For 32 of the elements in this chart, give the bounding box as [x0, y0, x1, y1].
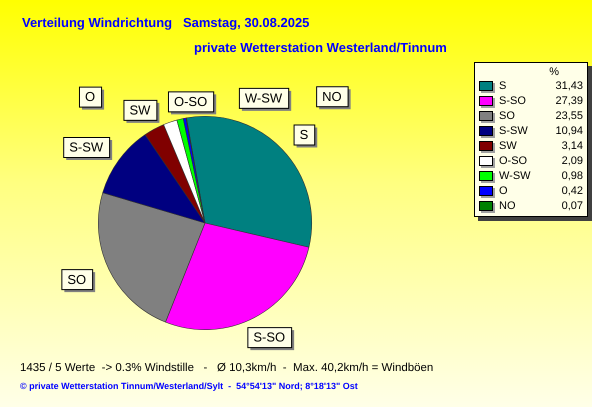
data-label: 23,55	[555, 110, 583, 122]
legend-label: O	[499, 184, 509, 196]
category-label: W-SW	[244, 90, 282, 106]
chart-title: Verteilung Windrichtung Samstag, 30.08.2025	[22, 15, 310, 30]
data-label: 3,14	[562, 140, 583, 152]
chart-subtitle: private Wetterstation Westerland/Tinnum	[194, 40, 447, 55]
slice-label: SO	[67, 272, 86, 287]
data-label: 10,94	[555, 124, 583, 136]
legend-title: %	[548, 66, 560, 78]
data-label: 0,98	[562, 170, 583, 182]
legend-label: W-SW	[499, 170, 532, 182]
legend-label: SW	[499, 140, 518, 152]
text: 1435 / 5 Werte -> 0.3% Windstille - Ø 10,3km/h - Max. 40,2km/h = Windböen	[20, 362, 434, 374]
legend-label: S-SO	[499, 94, 527, 106]
text: © private Wetterstation Tinnum/Westerland/Sylt - 54°54'13" Nord; 8°18'13" Ost	[20, 381, 358, 391]
legend-label: O-SO	[499, 154, 528, 166]
category-label: O-SO	[174, 94, 208, 109]
legend-label: NO	[499, 200, 516, 212]
data-label: 0,07	[562, 200, 583, 212]
data-label: 0,42	[562, 184, 583, 196]
data-label: 31,43	[555, 80, 583, 92]
data-label: 27,39	[555, 94, 583, 106]
legend-label: S	[499, 80, 508, 92]
slice-label: SW	[129, 102, 152, 118]
category-label: O	[84, 89, 96, 104]
slice-label: S-SW	[69, 140, 104, 155]
category-label: NO	[322, 88, 342, 104]
legend-label: S-SW	[499, 124, 529, 136]
slice-label: S-SO	[253, 330, 286, 345]
data-label: 2,09	[562, 154, 583, 166]
legend-label: SO	[499, 110, 516, 122]
slice-label: S	[300, 127, 309, 142]
